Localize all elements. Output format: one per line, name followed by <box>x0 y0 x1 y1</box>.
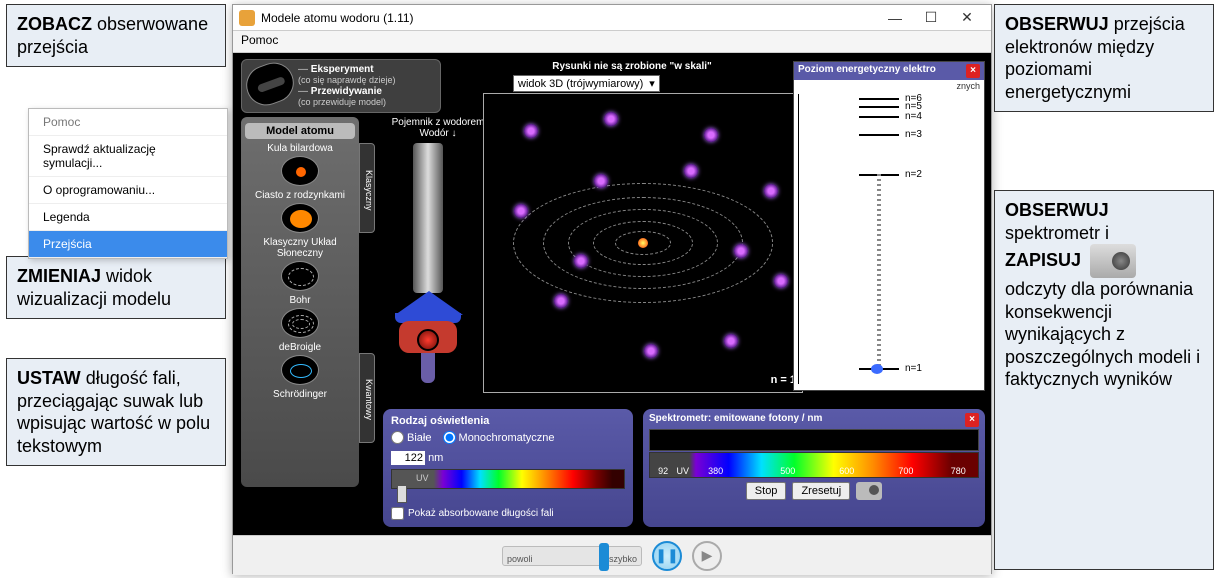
model-opt-bohr[interactable]: Bohr <box>245 295 355 338</box>
help-menu-item-update[interactable]: Sprawdź aktualizację symulacji... <box>29 136 227 177</box>
callout-set-wavelength: USTAW długość fali, przeciągając suwak l… <box>6 358 226 466</box>
mode-knob-icon <box>241 57 300 111</box>
light-radio-mono[interactable]: Monochromatyczne <box>443 431 555 444</box>
maximize-button[interactable]: ☐ <box>913 9 949 26</box>
energy-ylabel: Energia (eV) <box>782 146 793 204</box>
step-button[interactable]: ▶ <box>692 541 722 571</box>
model-opt-debroglie[interactable]: deBroigle <box>245 342 355 385</box>
nucleus-icon <box>638 238 648 248</box>
callout-observe-spectrometer: OBSERWUJ spektrometr i ZAPISUJ odczyty d… <box>994 190 1214 570</box>
electron-marker-icon <box>871 364 883 374</box>
menubar: Pomoc <box>233 31 991 53</box>
spectrometer-close-button[interactable]: × <box>965 413 979 427</box>
atom-visualization: n = 1 <box>483 93 803 393</box>
scale-note: Rysunki nie są zrobione "w skali" <box>483 61 781 72</box>
show-absorbed-checkbox[interactable]: Pokaż absorbowane długości fali <box>391 507 625 520</box>
callout-observe-transitions: ZOBACZ obserwowane przejścia <box>6 4 226 67</box>
help-menu-item-about[interactable]: O oprogramowaniu... <box>29 177 227 204</box>
pause-button[interactable]: ❚❚ <box>652 541 682 571</box>
java-icon <box>239 10 255 26</box>
light-type-panel: Rodzaj oświetlenia Białe Monochromatyczn… <box>383 409 633 527</box>
playback-bar: powoli szybko ❚❚ ▶ <box>233 535 991 575</box>
wavelength-slider[interactable] <box>391 491 625 503</box>
light-title: Rodzaj oświetlenia <box>391 415 625 427</box>
spectrometer-title: Spektrometr: emitowane fotony / nm <box>649 413 822 427</box>
titlebar: Modele atomu wodoru (1.11) — ☐ ✕ <box>233 5 991 31</box>
spectrometer-stop-button[interactable]: Stop <box>746 482 787 500</box>
callout-change-view: ZMIENIAJ widok wizualizacji modelu <box>6 256 226 319</box>
help-menu-item-legend[interactable]: Legenda <box>29 204 227 231</box>
window-title: Modele atomu wodoru (1.11) <box>261 11 877 25</box>
help-menu-header: Pomoc <box>29 109 227 136</box>
minimize-button[interactable]: — <box>877 10 913 26</box>
mode-switch[interactable]: — Eksperyment(co się naprawdę dzieje) — … <box>241 59 441 113</box>
model-opt-billiard[interactable]: Kula bilardowa <box>245 143 355 186</box>
gun-fire-button[interactable] <box>417 329 439 351</box>
help-menu-popup: Pomoc Sprawdź aktualizację symulacji... … <box>28 108 228 259</box>
model-opt-solar[interactable]: Klasyczny Układ Słoneczny <box>245 237 355 291</box>
spectrum-bar: UV <box>391 469 625 489</box>
speed-slider[interactable]: powoli szybko <box>502 546 642 566</box>
callout-observe-energy: OBSERWUJ przejścia elektronów między poz… <box>994 4 1214 112</box>
camera-icon <box>1090 244 1136 278</box>
model-panel-title: Model atomu <box>245 123 355 139</box>
close-button[interactable]: ✕ <box>949 9 985 26</box>
side-tab-quantum[interactable]: Kwantowy <box>359 353 375 443</box>
view-dropdown[interactable]: widok 3D (trójwymiarowy)▾ <box>513 75 660 92</box>
chevron-down-icon: ▾ <box>649 77 655 90</box>
help-menu-item-transitions[interactable]: Przejścia <box>29 231 227 258</box>
menu-help[interactable]: Pomoc <box>241 33 278 47</box>
model-opt-schrodinger[interactable]: Schrödinger <box>245 389 355 400</box>
light-gun[interactable] <box>393 143 463 373</box>
